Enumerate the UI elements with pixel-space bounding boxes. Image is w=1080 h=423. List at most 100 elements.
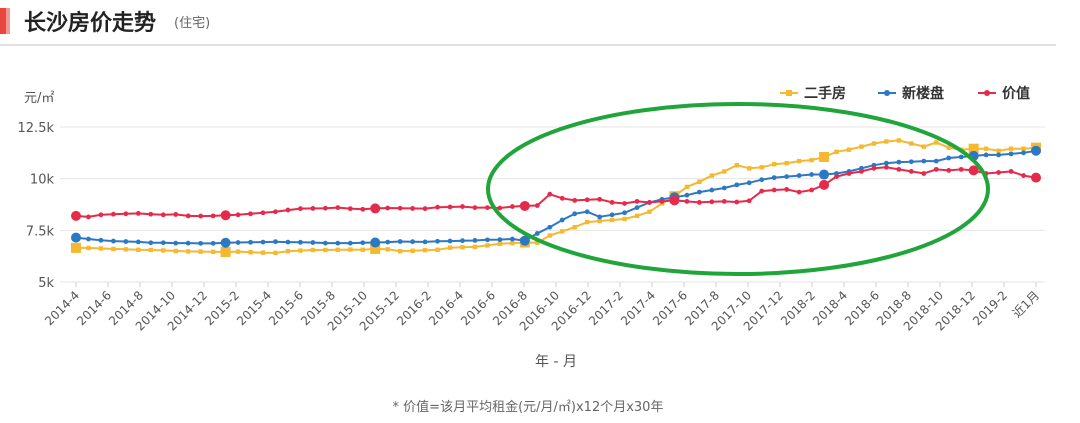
data-point[interactable]	[198, 213, 204, 219]
data-point[interactable]	[123, 247, 129, 252]
data-point[interactable]	[285, 249, 291, 254]
data-point[interactable]	[609, 217, 615, 223]
data-point[interactable]	[834, 174, 839, 179]
data-point[interactable]	[983, 146, 989, 151]
data-point[interactable]	[933, 166, 939, 172]
data-point[interactable]	[547, 224, 553, 230]
data-point[interactable]	[160, 240, 166, 246]
data-point[interactable]	[697, 179, 702, 184]
data-point[interactable]	[422, 247, 428, 253]
data-point[interactable]	[684, 192, 690, 198]
data-point[interactable]	[248, 250, 253, 255]
data-point[interactable]	[435, 238, 440, 244]
data-point[interactable]	[634, 213, 640, 219]
data-point[interactable]	[747, 166, 752, 171]
data-point[interactable]	[884, 139, 889, 144]
data-point[interactable]	[519, 235, 530, 246]
data-point[interactable]	[609, 200, 615, 205]
data-point[interactable]	[622, 210, 627, 216]
data-point[interactable]	[759, 188, 765, 194]
data-point[interactable]	[370, 243, 381, 254]
data-point[interactable]	[547, 191, 553, 197]
data-point[interactable]	[534, 203, 540, 208]
data-point[interactable]	[734, 199, 740, 205]
data-point[interactable]	[485, 205, 490, 211]
data-point[interactable]	[933, 158, 939, 164]
data-point[interactable]	[347, 206, 353, 212]
data-point[interactable]	[385, 239, 391, 245]
data-point[interactable]	[273, 239, 278, 245]
data-point[interactable]	[559, 195, 565, 201]
data-point[interactable]	[934, 140, 939, 145]
data-point[interactable]	[198, 249, 203, 254]
data-point[interactable]	[135, 210, 141, 216]
data-point[interactable]	[597, 214, 603, 220]
data-point[interactable]	[572, 211, 578, 217]
data-point[interactable]	[323, 247, 328, 253]
data-point[interactable]	[684, 184, 690, 190]
data-point[interactable]	[260, 250, 266, 255]
data-point[interactable]	[771, 175, 777, 181]
data-point[interactable]	[784, 160, 789, 166]
data-point[interactable]	[210, 249, 216, 255]
data-point[interactable]	[983, 152, 989, 158]
data-point[interactable]	[447, 238, 453, 244]
data-point[interactable]	[472, 205, 478, 211]
data-point[interactable]	[348, 247, 353, 252]
data-point[interactable]	[721, 185, 727, 191]
data-point[interactable]	[435, 247, 440, 252]
data-point[interactable]	[547, 233, 552, 238]
data-point[interactable]	[796, 173, 802, 178]
data-point[interactable]	[497, 205, 503, 211]
data-point[interactable]	[322, 240, 328, 246]
data-point[interactable]	[410, 206, 416, 211]
data-point[interactable]	[819, 151, 830, 162]
data-point[interactable]	[871, 165, 877, 171]
data-point[interactable]	[497, 237, 503, 243]
data-point[interactable]	[1021, 146, 1026, 151]
data-point[interactable]	[784, 187, 790, 192]
data-point[interactable]	[447, 204, 453, 210]
data-point[interactable]	[572, 225, 577, 230]
data-point[interactable]	[460, 204, 465, 209]
data-point[interactable]	[696, 200, 702, 205]
data-point[interactable]	[796, 158, 802, 164]
data-point[interactable]	[285, 207, 291, 213]
data-point[interactable]	[597, 218, 602, 224]
data-point[interactable]	[759, 165, 764, 170]
data-point[interactable]	[908, 169, 914, 174]
data-point[interactable]	[273, 250, 278, 256]
data-point[interactable]	[71, 232, 81, 243]
data-point[interactable]	[136, 247, 141, 252]
data-point[interactable]	[186, 249, 191, 254]
data-point[interactable]	[684, 199, 690, 204]
data-point[interactable]	[410, 248, 415, 253]
data-point[interactable]	[485, 237, 490, 243]
data-point[interactable]	[335, 247, 341, 252]
data-point[interactable]	[1008, 151, 1014, 157]
data-point[interactable]	[1021, 150, 1026, 156]
data-point[interactable]	[859, 144, 864, 149]
data-point[interactable]	[609, 212, 615, 218]
data-point[interactable]	[370, 237, 381, 248]
data-point[interactable]	[285, 239, 291, 245]
data-point[interactable]	[347, 240, 353, 246]
data-point[interactable]	[968, 143, 979, 154]
data-point[interactable]	[771, 162, 777, 167]
data-point[interactable]	[123, 211, 129, 217]
data-point[interactable]	[622, 201, 627, 206]
data-point[interactable]	[647, 200, 652, 205]
data-point[interactable]	[584, 219, 590, 225]
data-point[interactable]	[509, 236, 515, 242]
data-point[interactable]	[784, 174, 790, 179]
data-point[interactable]	[185, 213, 191, 219]
data-point[interactable]	[759, 177, 765, 183]
data-point[interactable]	[921, 158, 927, 164]
data-point[interactable]	[1031, 172, 1041, 183]
data-point[interactable]	[696, 189, 702, 195]
data-point[interactable]	[946, 145, 951, 150]
data-point[interactable]	[111, 238, 116, 244]
data-point[interactable]	[220, 210, 231, 221]
data-point[interactable]	[859, 169, 864, 174]
data-point[interactable]	[709, 199, 715, 205]
